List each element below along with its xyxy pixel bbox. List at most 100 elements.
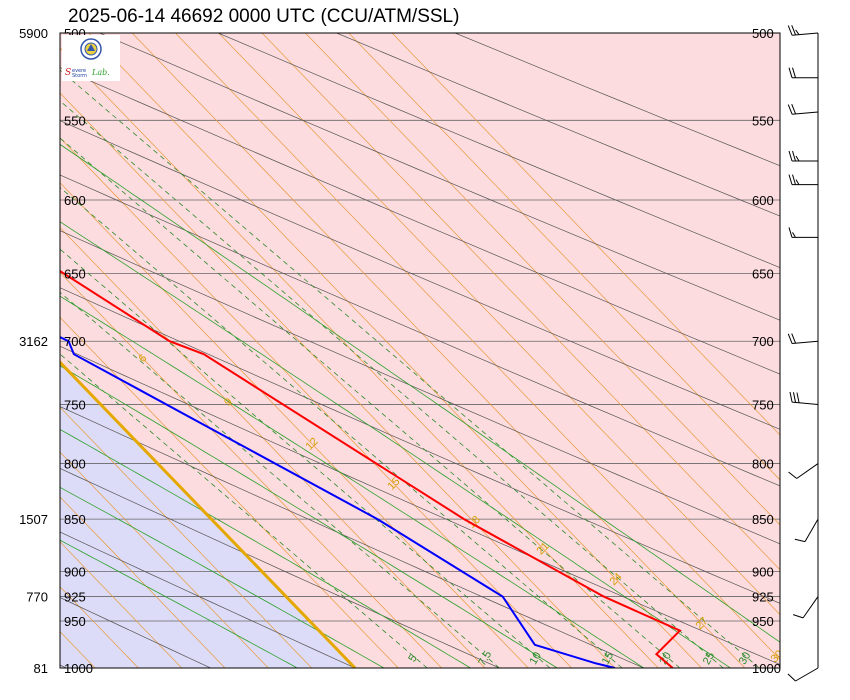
isotherm-line	[131, 33, 746, 668]
moist-adiabat-line	[60, 428, 471, 668]
isotherm-line	[60, 316, 399, 668]
mixing-ratio-line	[60, 186, 623, 668]
wind-barb	[787, 333, 819, 345]
mixing-ratio-label: 15	[600, 650, 617, 667]
mixing-ratio-labels: 5 7.5 10 15 20 25 30	[406, 649, 753, 668]
pressure-label-left: 925	[64, 590, 86, 605]
wind-barb	[788, 150, 818, 162]
pressure-label-left: 800	[64, 457, 86, 472]
temperature-profile	[60, 269, 682, 668]
moist-adiabat-line	[60, 221, 731, 668]
mixing-ratio-label: 5	[406, 653, 419, 664]
unstable-region	[60, 33, 780, 668]
dry-adiabat-line	[60, 531, 356, 668]
isotherm-line	[218, 33, 780, 616]
wind-barbs	[787, 25, 819, 682]
mixing-ratio-label: 30	[737, 650, 754, 667]
isotherm-line	[348, 33, 780, 481]
mixing-ratio-line	[60, 100, 724, 668]
height-labels: 5900 3162 1507 770 81	[19, 26, 48, 676]
height-label: 3162	[19, 334, 48, 349]
dry-adiabat-line	[60, 345, 780, 665]
pressure-label-right: 750	[752, 397, 774, 412]
isotherm-line	[60, 496, 226, 668]
pressure-label-right: 600	[752, 193, 774, 208]
mixing-ratio-line	[60, 353, 428, 668]
chart-title: 2025-06-14 46692 0000 UTC (CCU/ATM/SSL)	[68, 6, 460, 27]
height-label: 5900	[19, 26, 48, 41]
plot-area: -15-12-9-6-3036912151821242730 57.510152…	[0, 33, 786, 668]
dry-adiabat-line	[99, 33, 780, 321]
pressure-label-right: 800	[752, 457, 774, 472]
dry-adiabat-line	[60, 67, 780, 375]
pressure-label-left: 850	[64, 512, 86, 527]
wind-barb	[787, 104, 819, 115]
pressure-label-right: 850	[752, 512, 774, 527]
dry-adiabat-line	[60, 174, 780, 487]
mixing-ratio-label: 10	[528, 650, 545, 667]
dry-adiabats	[60, 33, 780, 668]
mixing-ratio-lines	[60, 69, 760, 668]
pressure-label-right: 500	[752, 26, 774, 41]
mixing-ratio-line	[60, 248, 551, 668]
wind-barb	[789, 391, 819, 405]
pressure-label-left: 600	[64, 193, 86, 208]
isotherm-line	[60, 451, 269, 668]
height-label: 1507	[19, 512, 48, 527]
pressure-label-right: 650	[752, 266, 774, 281]
pressure-label-right: 700	[752, 334, 774, 349]
height-label: 81	[34, 661, 48, 676]
isotherm-line	[0, 33, 52, 668]
mixing-ratio-label: 25	[701, 650, 718, 667]
pressure-label-left: 900	[64, 564, 86, 579]
pressure-label-right: 900	[752, 564, 774, 579]
isotherm-line	[175, 33, 780, 661]
dry-adiabat-line	[336, 33, 780, 217]
dry-adiabat-line	[218, 33, 780, 268]
pressure-label-right: 550	[752, 113, 774, 128]
wind-barb	[788, 174, 818, 186]
pressure-label-left: 550	[64, 113, 86, 128]
mixing-ratio-line	[60, 69, 760, 668]
isotherm-line	[60, 406, 312, 668]
logo-lettering: S	[65, 68, 71, 78]
dry-adiabat-line	[60, 468, 500, 668]
dry-adiabat-line	[60, 406, 644, 668]
pressure-label-right: 950	[752, 614, 774, 629]
pressure-label-left: 700	[64, 334, 86, 349]
isotherm-line	[0, 33, 8, 668]
isotherm-line	[60, 541, 182, 668]
wind-barb	[788, 463, 819, 479]
freezing-isotherm	[60, 360, 357, 668]
pressure-label-left: 1000	[64, 661, 93, 676]
dry-adiabat-line	[60, 664, 67, 668]
wind-barb	[793, 596, 819, 619]
moist-adiabat-line	[60, 486, 385, 668]
moist-adiabats	[60, 143, 780, 668]
lab-logo: S evere Storm Lab.	[62, 35, 120, 81]
plot-frame	[59, 32, 781, 669]
wind-barb	[788, 67, 818, 79]
isotherm-label: 30	[769, 648, 786, 665]
wind-barb	[787, 25, 819, 36]
svg-text:Storm: Storm	[72, 73, 87, 79]
pressure-label-left: 650	[64, 266, 86, 281]
stable-region	[60, 33, 355, 668]
height-label: 770	[26, 590, 48, 605]
dry-adiabat-line	[60, 287, 780, 604]
wind-barb	[788, 227, 818, 238]
wind-barb	[787, 667, 819, 682]
moist-adiabat-line	[60, 365, 558, 668]
pressure-label-left: 950	[64, 614, 86, 629]
pressure-label-left: 750	[64, 397, 86, 412]
mixing-ratio-label: 20	[657, 650, 674, 667]
isotherm-line	[60, 272, 442, 668]
mixing-ratio-line	[60, 137, 681, 668]
moist-adiabat-line	[60, 295, 645, 668]
svg-text:Lab.: Lab.	[91, 68, 110, 77]
isotherm-line	[391, 33, 780, 436]
mixing-ratio-line	[60, 291, 500, 668]
dewpoint-profile	[60, 335, 616, 668]
